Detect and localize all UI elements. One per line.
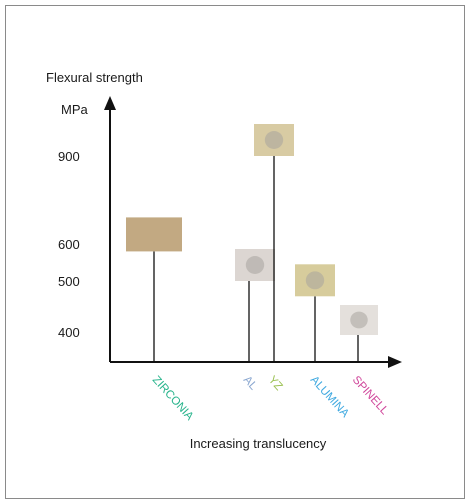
x-axis-arrow xyxy=(388,356,402,368)
y-tick-label: 900 xyxy=(58,149,80,164)
y-axis-unit: MPa xyxy=(61,102,89,117)
y-tick-label: 400 xyxy=(58,325,80,340)
y-axis-title: Flexural strength xyxy=(46,70,143,85)
category-label: ALUMINA xyxy=(308,374,351,420)
material-sample xyxy=(295,264,335,297)
material-sample xyxy=(340,305,378,335)
y-axis-arrow xyxy=(104,96,116,110)
category-label: ZIRCONIA xyxy=(150,374,196,423)
category-label: SPINELL xyxy=(350,374,391,418)
material-sample xyxy=(254,124,294,156)
y-tick-label: 500 xyxy=(58,274,80,289)
y-tick-label: 600 xyxy=(58,237,80,252)
material-sample xyxy=(235,249,275,281)
category-label: YZ xyxy=(266,374,285,393)
x-axis-title: Increasing translucency xyxy=(190,436,327,451)
material-sample xyxy=(126,217,182,252)
category-label: AL xyxy=(241,374,260,393)
